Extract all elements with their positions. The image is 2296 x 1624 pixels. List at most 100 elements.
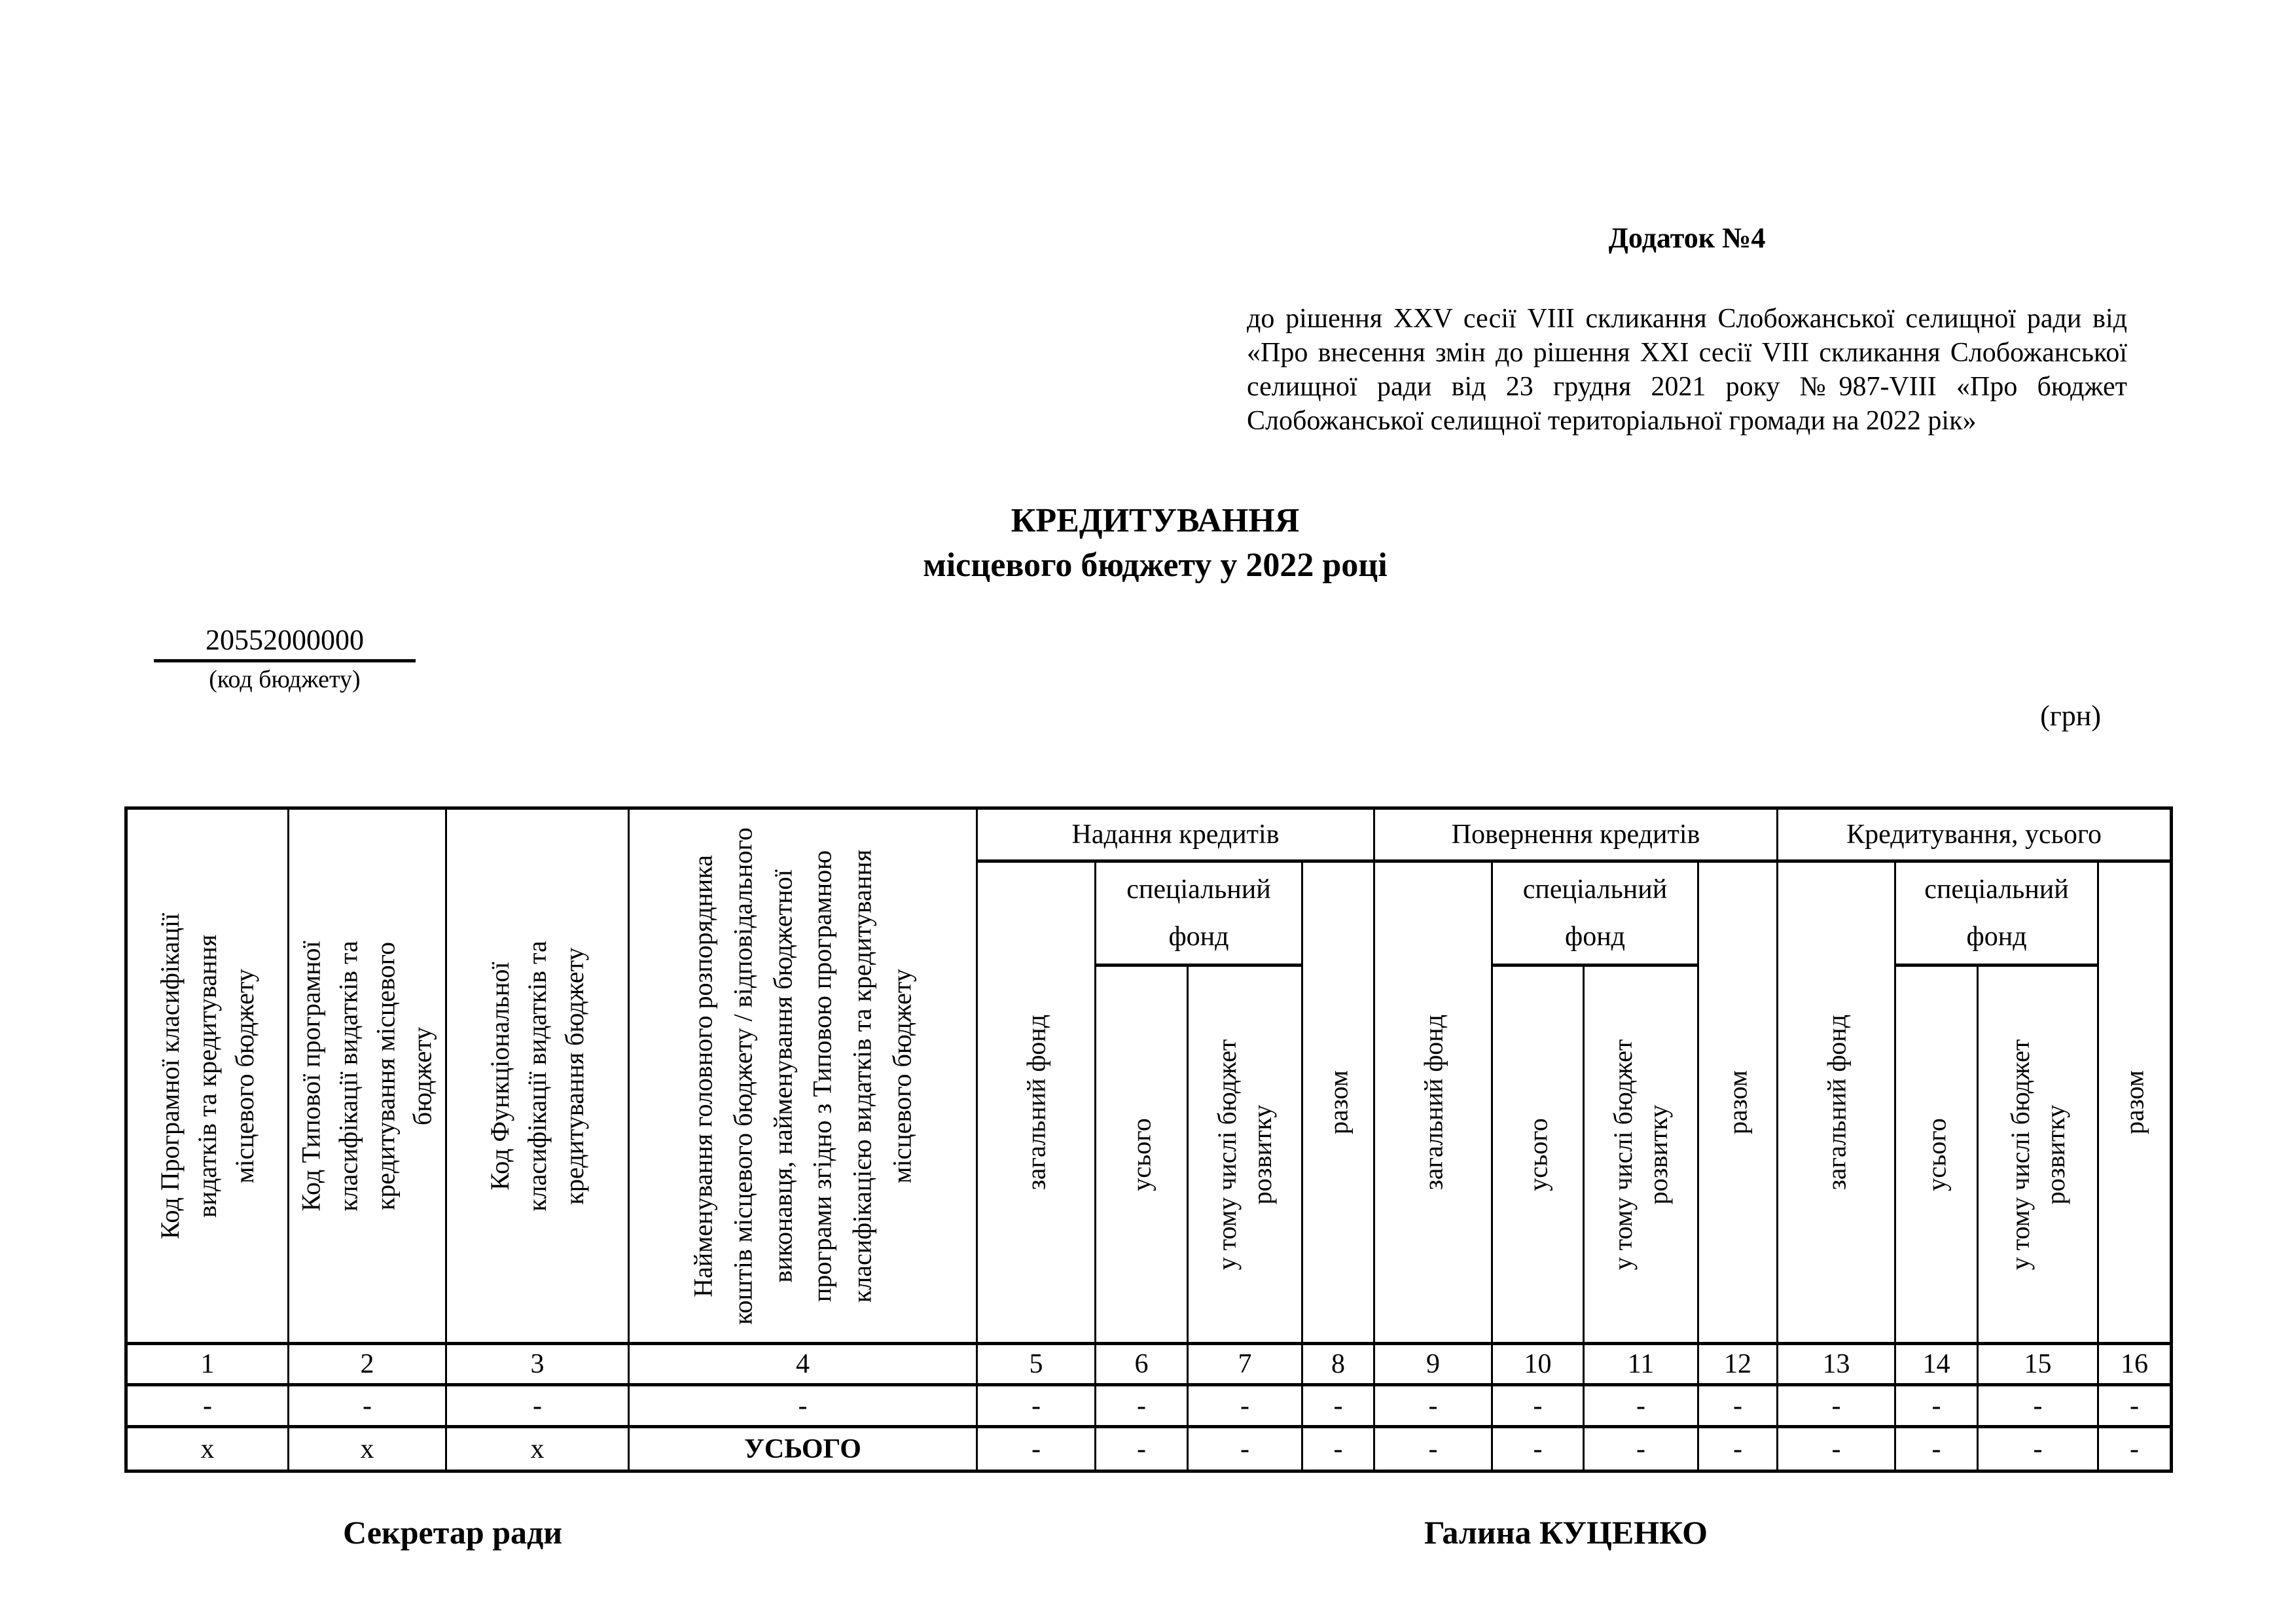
subheader-incl-development: у тому числі бюджет розвитку <box>1977 964 2100 1345</box>
subheader-incl-development: у тому числі бюджет розвитку <box>1187 964 1303 1345</box>
signature-role: Секретар ради <box>343 1514 563 1551</box>
budget-code-block: 20552000000 (код бюджету) <box>154 623 416 694</box>
data-cell: - <box>1300 1383 1376 1428</box>
column-number: 8 <box>1300 1342 1376 1386</box>
col-header-typical-code: Код Типової програмної класифікації вида… <box>287 806 447 1345</box>
subheader-together-label: разом <box>2119 1070 2149 1134</box>
subheader-special-fund-label: спеціальний фонд <box>1924 874 2069 952</box>
subheader-incl-development-label: у тому числі бюджет розвитку <box>1608 1039 1674 1270</box>
column-number: 3 <box>445 1342 630 1386</box>
col-header-program-code: Код Програмної класифікації видатків та … <box>125 806 289 1345</box>
subheader-special-fund: спеціальний фонд <box>1491 859 1700 967</box>
data-cell: - <box>1583 1425 1700 1473</box>
subheader-general-fund-label: загальний фонд <box>1021 1014 1051 1191</box>
col-header-program-code-label: Код Програмної класифікації видатків та … <box>154 912 259 1239</box>
group-header-granting: Надання кредитів <box>975 806 1376 863</box>
data-cell: - <box>1094 1383 1189 1428</box>
subheader-together-label: разом <box>1323 1070 1353 1134</box>
column-number: 10 <box>1491 1342 1585 1386</box>
column-number: 5 <box>976 1342 1096 1386</box>
col-header-functional-code: Код Функціональної класифікації видатків… <box>445 806 630 1345</box>
subheader-general-fund: загальний фонд <box>976 859 1096 1345</box>
data-cell: - <box>1697 1425 1779 1473</box>
subheader-together: разом <box>1300 859 1376 1345</box>
data-cell: - <box>1187 1425 1303 1473</box>
data-cell: - <box>1491 1383 1585 1428</box>
column-number: 12 <box>1697 1342 1779 1386</box>
data-cell: - <box>2097 1425 2173 1473</box>
subheader-general-fund: загальний фонд <box>1373 859 1494 1345</box>
signature-name: Галина КУЦЕНКО <box>1424 1514 1708 1551</box>
data-cell: - <box>125 1383 289 1428</box>
data-cell: - <box>1373 1425 1494 1473</box>
subheader-general-fund: загальний фонд <box>1776 859 1897 1345</box>
subheader-general-fund-label: загальний фонд <box>1418 1014 1448 1191</box>
group-header-crediting-total: Кредитування, усього <box>1776 806 2173 863</box>
subheader-together: разом <box>2097 859 2173 1345</box>
column-number: 6 <box>1094 1342 1189 1386</box>
column-number: 7 <box>1187 1342 1303 1386</box>
subheader-together-label: разом <box>1723 1070 1753 1134</box>
subheader-together: разом <box>1697 859 1779 1345</box>
document-title-line2: місцевого бюджету у 2022 році <box>923 547 1388 584</box>
subheader-total: усього <box>1094 964 1189 1345</box>
data-cell: х <box>125 1425 289 1473</box>
column-number: 4 <box>628 1342 978 1386</box>
subheader-total-label: усього <box>1922 1117 1952 1191</box>
total-row-label: УСЬОГО <box>628 1425 978 1473</box>
decree-text: до рішення XXV сесії VIII скликання Слоб… <box>1247 304 2127 436</box>
subheader-incl-development-label: у тому числі бюджет розвитку <box>2005 1039 2070 1270</box>
data-cell: - <box>1894 1383 1979 1428</box>
data-cell: - <box>1776 1383 1897 1428</box>
column-number: 13 <box>1776 1342 1897 1386</box>
data-cell: - <box>1697 1383 1779 1428</box>
group-header-return: Повернення кредитів <box>1373 806 1779 863</box>
column-number: 14 <box>1894 1342 1979 1386</box>
column-number: 2 <box>287 1342 447 1386</box>
data-cell: х <box>445 1425 630 1473</box>
data-cell: - <box>1894 1425 1979 1473</box>
subheader-incl-development: у тому числі бюджет розвитку <box>1583 964 1700 1345</box>
data-cell: - <box>445 1383 630 1428</box>
column-number: 9 <box>1373 1342 1494 1386</box>
col-header-typical-code-label: Код Типової програмної класифікації вида… <box>296 940 437 1212</box>
data-cell: - <box>1187 1383 1303 1428</box>
subheader-incl-development-label: у тому числі бюджет розвитку <box>1212 1039 1277 1270</box>
budget-table: Код Програмної класифікації видатків та … <box>124 806 2174 1473</box>
data-cell: - <box>1300 1425 1376 1473</box>
column-number: 11 <box>1583 1342 1700 1386</box>
data-cell: - <box>628 1383 978 1428</box>
appendix-block: Додаток №4 до рішення XXV сесії VIII скл… <box>1247 221 2127 438</box>
data-cell: - <box>1094 1425 1189 1473</box>
subheader-total: усього <box>1894 964 1979 1345</box>
subheader-special-fund-label: спеціальний фонд <box>1522 874 1668 952</box>
appendix-title: Додаток №4 <box>1608 222 1766 254</box>
column-number: 1 <box>125 1342 289 1386</box>
data-cell: - <box>1491 1425 1585 1473</box>
subheader-general-fund-label: загальний фонд <box>1821 1014 1852 1191</box>
column-number: 16 <box>2097 1342 2173 1386</box>
data-cell: х <box>287 1425 447 1473</box>
data-cell: - <box>1776 1425 1897 1473</box>
subheader-total: усього <box>1491 964 1585 1345</box>
data-cell: - <box>1977 1383 2100 1428</box>
subheader-total-label: усього <box>1523 1117 1553 1191</box>
col-header-name: Найменування головного розпорядника кошт… <box>628 806 978 1345</box>
data-cell: - <box>1977 1425 2100 1473</box>
currency-note: (грн) <box>2040 700 2101 732</box>
subheader-special-fund: спеціальний фонд <box>1094 859 1303 967</box>
budget-code-label: (код бюджету) <box>209 666 361 693</box>
subheader-total-label: усього <box>1126 1117 1157 1191</box>
data-cell: - <box>1583 1383 1700 1428</box>
data-cell: - <box>1373 1383 1494 1428</box>
budget-code-value: 20552000000 <box>154 623 416 662</box>
column-number: 15 <box>1977 1342 2100 1386</box>
subheader-special-fund-label: спеціальний фонд <box>1126 874 1271 952</box>
document-title-line1: КРЕДИТУВАННЯ <box>1011 502 1300 539</box>
col-header-name-label: Найменування головного розпорядника кошт… <box>688 827 917 1325</box>
data-cell: - <box>2097 1383 2173 1428</box>
data-cell: - <box>287 1383 447 1428</box>
document-title: КРЕДИТУВАННЯ місцевого бюджету у 2022 ро… <box>655 499 1656 588</box>
subheader-special-fund: спеціальний фонд <box>1894 859 2100 967</box>
